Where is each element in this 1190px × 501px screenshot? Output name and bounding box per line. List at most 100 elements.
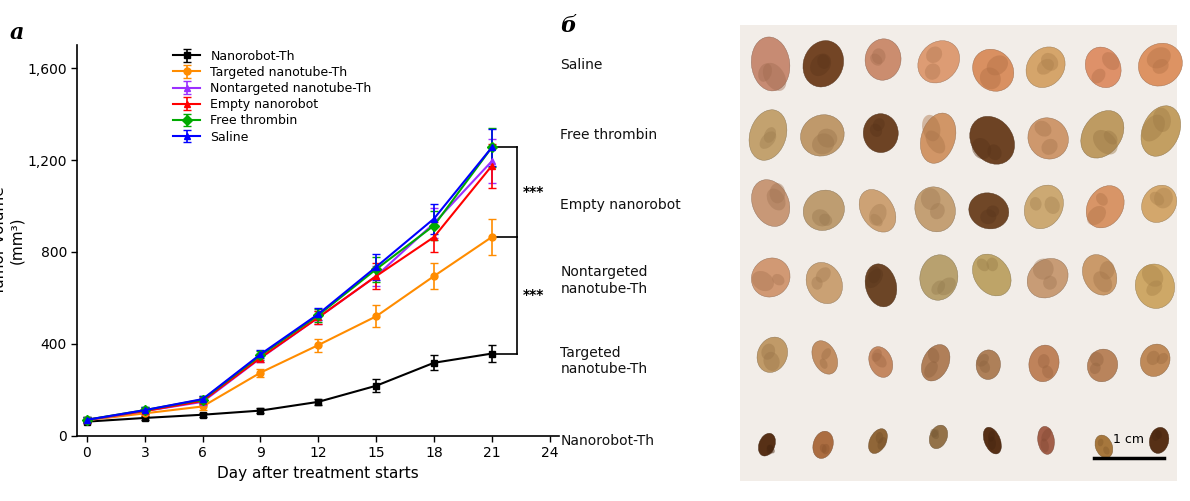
- Ellipse shape: [1041, 53, 1058, 71]
- Ellipse shape: [762, 344, 775, 360]
- Ellipse shape: [1104, 130, 1117, 145]
- Ellipse shape: [810, 54, 831, 76]
- Text: б: б: [560, 15, 576, 37]
- Ellipse shape: [758, 63, 772, 82]
- Ellipse shape: [1083, 255, 1116, 295]
- Text: Free thrombin: Free thrombin: [560, 128, 657, 142]
- Ellipse shape: [758, 433, 776, 456]
- Ellipse shape: [812, 277, 822, 290]
- Ellipse shape: [770, 183, 785, 203]
- Ellipse shape: [801, 115, 844, 156]
- Ellipse shape: [988, 431, 995, 442]
- Ellipse shape: [979, 68, 1001, 89]
- Text: Targeted
nanotube-Th: Targeted nanotube-Th: [560, 346, 647, 376]
- Ellipse shape: [925, 64, 940, 80]
- Ellipse shape: [870, 214, 883, 226]
- Ellipse shape: [1090, 352, 1103, 366]
- Ellipse shape: [1036, 59, 1054, 75]
- Ellipse shape: [976, 350, 1001, 379]
- Ellipse shape: [1146, 281, 1163, 296]
- Ellipse shape: [1086, 206, 1106, 225]
- Ellipse shape: [931, 429, 939, 439]
- Ellipse shape: [922, 115, 940, 141]
- Ellipse shape: [803, 41, 844, 87]
- Ellipse shape: [751, 37, 790, 91]
- Ellipse shape: [1088, 349, 1117, 382]
- Ellipse shape: [872, 49, 885, 64]
- Ellipse shape: [970, 116, 1015, 164]
- Ellipse shape: [1153, 108, 1171, 132]
- Ellipse shape: [979, 361, 990, 373]
- Ellipse shape: [863, 114, 898, 153]
- Y-axis label: Tumor volume
(mm³): Tumor volume (mm³): [0, 186, 25, 295]
- Ellipse shape: [869, 267, 881, 283]
- Ellipse shape: [749, 110, 787, 160]
- Ellipse shape: [1141, 115, 1165, 141]
- Ellipse shape: [1029, 197, 1041, 210]
- Ellipse shape: [1103, 446, 1109, 454]
- Ellipse shape: [1147, 47, 1171, 68]
- Ellipse shape: [869, 204, 887, 225]
- Ellipse shape: [1028, 118, 1069, 159]
- Ellipse shape: [859, 189, 896, 232]
- Ellipse shape: [920, 113, 956, 163]
- Ellipse shape: [752, 271, 774, 291]
- Ellipse shape: [1141, 106, 1180, 156]
- Ellipse shape: [1154, 188, 1173, 208]
- Ellipse shape: [1045, 196, 1060, 214]
- Ellipse shape: [759, 131, 776, 149]
- Ellipse shape: [921, 188, 940, 210]
- Ellipse shape: [764, 127, 776, 143]
- Ellipse shape: [925, 361, 938, 378]
- Ellipse shape: [931, 203, 945, 219]
- Ellipse shape: [1042, 365, 1053, 378]
- Bar: [740, 25, 1177, 481]
- Ellipse shape: [1142, 265, 1164, 287]
- Ellipse shape: [1027, 259, 1069, 298]
- Ellipse shape: [1141, 185, 1177, 222]
- Ellipse shape: [1155, 430, 1161, 439]
- Ellipse shape: [1085, 47, 1121, 88]
- Text: Nanorobot-Th: Nanorobot-Th: [560, 434, 655, 448]
- Ellipse shape: [1091, 69, 1106, 83]
- Text: 1 cm: 1 cm: [1114, 433, 1145, 446]
- Ellipse shape: [870, 54, 882, 66]
- Ellipse shape: [917, 41, 959, 83]
- Ellipse shape: [763, 63, 787, 91]
- Ellipse shape: [1092, 130, 1117, 154]
- Ellipse shape: [938, 278, 956, 295]
- Ellipse shape: [872, 118, 884, 131]
- Ellipse shape: [772, 274, 784, 286]
- Ellipse shape: [987, 205, 1000, 217]
- Ellipse shape: [813, 431, 833, 458]
- Ellipse shape: [869, 347, 892, 377]
- Ellipse shape: [1034, 121, 1052, 137]
- Ellipse shape: [1033, 259, 1053, 280]
- Ellipse shape: [869, 429, 888, 453]
- Ellipse shape: [988, 144, 1002, 160]
- Text: Empty nanorobot: Empty nanorobot: [560, 198, 681, 212]
- Ellipse shape: [1153, 59, 1169, 74]
- Ellipse shape: [865, 264, 897, 307]
- Ellipse shape: [821, 348, 831, 360]
- Ellipse shape: [1086, 186, 1125, 228]
- Ellipse shape: [972, 49, 1014, 91]
- Ellipse shape: [812, 341, 838, 374]
- Ellipse shape: [1096, 193, 1108, 206]
- Legend: Nanorobot-Th, Targeted nanotube-Th, Nontargeted nanotube-Th, Empty nanorobot, Fr: Nanorobot-Th, Targeted nanotube-Th, Nont…: [170, 48, 374, 146]
- Ellipse shape: [818, 129, 838, 148]
- Ellipse shape: [1102, 52, 1120, 70]
- Ellipse shape: [1041, 139, 1058, 155]
- Ellipse shape: [932, 429, 939, 437]
- Ellipse shape: [822, 444, 829, 454]
- Ellipse shape: [1097, 439, 1103, 446]
- Ellipse shape: [1135, 264, 1175, 309]
- Ellipse shape: [766, 445, 775, 453]
- Ellipse shape: [1100, 261, 1115, 280]
- Ellipse shape: [819, 213, 832, 226]
- Ellipse shape: [820, 359, 827, 369]
- Ellipse shape: [877, 437, 887, 450]
- Ellipse shape: [865, 39, 901, 80]
- Ellipse shape: [812, 209, 829, 226]
- Ellipse shape: [921, 345, 950, 381]
